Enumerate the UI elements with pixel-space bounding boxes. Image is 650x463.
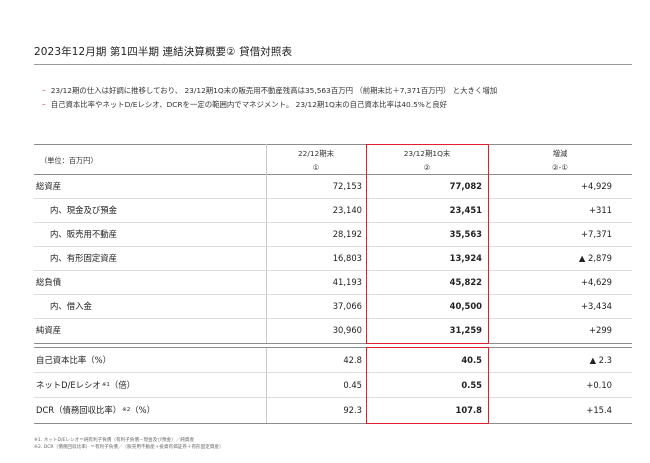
ratio-label-text: ネットD/Eレシオ	[36, 380, 101, 390]
table-row: 内、借入金 37,066 40,500 +3,434	[34, 294, 632, 318]
ratio-unit: （%）	[130, 405, 155, 415]
ratio-row: DCR（債務回収比率） ※2 （%） 92.3 107.8 +15.4	[34, 398, 632, 422]
table-top-rule	[34, 144, 632, 145]
change-value: +15.4	[586, 405, 612, 415]
current-value: 45,822	[449, 277, 482, 287]
change-value: +299	[588, 325, 612, 335]
current-value: 31,259	[449, 325, 482, 335]
ratio-label-text: DCR（債務回収比率）	[36, 405, 122, 415]
header-current-marker: ②	[423, 163, 431, 172]
row-divider	[34, 318, 632, 319]
row-divider	[34, 198, 632, 199]
change-value: +0.10	[586, 380, 612, 390]
header-prev-marker: ①	[312, 163, 320, 172]
current-period-highlight	[366, 144, 489, 344]
prev-value: 0.45	[343, 380, 362, 390]
footnotes: ※1. ネットD/Eレシオ＝純有利子負債（有利子負債－現金及び預金）／純資産 ※…	[34, 437, 632, 451]
prev-value: 23,140	[332, 205, 362, 215]
footnote-ref: ※2	[122, 407, 131, 413]
bullet-text: 自己資本比率やネットD/Eレシオ、DCRを一定の範囲内でマネジメント。 23/1…	[50, 100, 448, 109]
header-change: 増減	[552, 149, 568, 158]
ratio-row: ネットD/Eレシオ ※1 （倍） 0.45 0.55 +0.10	[34, 373, 632, 397]
column-divider	[266, 347, 267, 423]
header-prev-period: 22/12期末	[297, 149, 335, 158]
unit-label: （単位：百万円）	[40, 156, 98, 165]
change-value: +311	[588, 205, 612, 215]
bullet-text: 23/12期の仕入は好調に推移しており、 23/12期1Q末の販売用不動産残高は…	[50, 86, 498, 95]
bullet-dash: –	[42, 86, 46, 95]
prev-value: 37,066	[332, 301, 362, 311]
ratio-unit: （倍）	[109, 380, 136, 390]
section-rule	[34, 347, 632, 348]
row-divider	[34, 270, 632, 271]
current-value: 35,563	[449, 229, 482, 239]
table-row: 純資産 30,960 31,259 +299	[34, 318, 632, 342]
prev-value: 92.3	[343, 405, 362, 415]
row-divider	[34, 397, 632, 398]
ratio-label: 自己資本比率（%）	[34, 348, 266, 372]
prev-value: 28,192	[332, 229, 362, 239]
bullet-dash: –	[42, 100, 46, 109]
table-row: 総負債 41,193 45,822 +4,629	[34, 270, 632, 294]
page-title: 2023年12月期 第1四半期 連結決算概要② 貸借対照表	[34, 46, 293, 58]
row-label: 内、販売用不動産	[50, 229, 117, 239]
table-bottom-rule	[34, 423, 632, 424]
bullet-item: – 自己資本比率やネットD/Eレシオ、DCRを一定の範囲内でマネジメント。 23/…	[42, 98, 632, 112]
row-label: 総資産	[36, 181, 62, 191]
prev-value: 42.8	[343, 355, 362, 365]
change-value: ▲ 2,879	[578, 253, 612, 263]
change-value: ▲ 2.3	[589, 355, 612, 365]
footnote: ※1. ネットD/Eレシオ＝純有利子負債（有利子負債－現金及び預金）／純資産	[34, 438, 195, 443]
column-divider	[266, 144, 267, 344]
ratio-label: ネットD/Eレシオ ※1 （倍）	[34, 373, 266, 397]
section-rule	[34, 343, 632, 344]
row-label: 内、現金及び預金	[50, 205, 117, 215]
row-divider	[34, 222, 632, 223]
change-value: +7,371	[581, 229, 612, 239]
header-current-period: 23/12期1Q末	[403, 149, 451, 158]
current-value: 40.5	[461, 355, 482, 365]
current-value: 13,924	[449, 253, 482, 263]
current-value: 77,082	[449, 181, 482, 191]
prev-value: 41,193	[332, 277, 362, 287]
change-value: +3,434	[581, 301, 612, 311]
change-value: +4,929	[581, 181, 612, 191]
table-row: 内、有形固定資産 16,803 13,924 ▲ 2,879	[34, 246, 632, 270]
ratio-row: 自己資本比率（%） 42.8 40.5 ▲ 2.3	[34, 348, 632, 372]
table-row: 内、現金及び預金 23,140 23,451 +311	[34, 198, 632, 222]
bullet-item: –23/12期の仕入は好調に推移しており、 23/12期1Q末の販売用不動産残高…	[42, 84, 632, 98]
prev-value: 72,153	[332, 181, 362, 191]
row-label: 内、有形固定資産	[50, 253, 117, 263]
header-change-formula: ②-①	[552, 163, 568, 172]
footnote: ※2. DCR（債務回収比率）＝有利子負債／（販売用不動産＋投資有価証券＋有形固…	[34, 445, 224, 450]
table-row: 総資産 72,153 77,082 +4,929	[34, 174, 632, 198]
ratio-highlight	[366, 347, 489, 424]
title-divider	[34, 64, 632, 65]
row-divider	[34, 294, 632, 295]
change-value: +4,629	[581, 277, 612, 287]
table-row: 内、販売用不動産 28,192 35,563 +7,371	[34, 222, 632, 246]
current-value: 0.55	[461, 380, 482, 390]
footnote-ref: ※1	[101, 382, 110, 388]
row-label: 純資産	[36, 325, 62, 335]
current-value: 107.8	[455, 405, 483, 415]
summary-bullets: –23/12期の仕入は好調に推移しており、 23/12期1Q末の販売用不動産残高…	[42, 84, 632, 112]
ratio-label-text: 自己資本比率（%）	[36, 355, 111, 365]
row-divider	[34, 372, 632, 373]
ratio-label: DCR（債務回収比率） ※2 （%）	[34, 398, 266, 422]
current-value: 23,451	[449, 205, 482, 215]
prev-value: 16,803	[332, 253, 362, 263]
header-bottom-rule	[34, 174, 632, 175]
row-label: 総負債	[36, 277, 62, 287]
row-divider	[34, 246, 632, 247]
prev-value: 30,960	[332, 325, 362, 335]
current-value: 40,500	[449, 301, 482, 311]
row-label: 内、借入金	[50, 301, 92, 311]
